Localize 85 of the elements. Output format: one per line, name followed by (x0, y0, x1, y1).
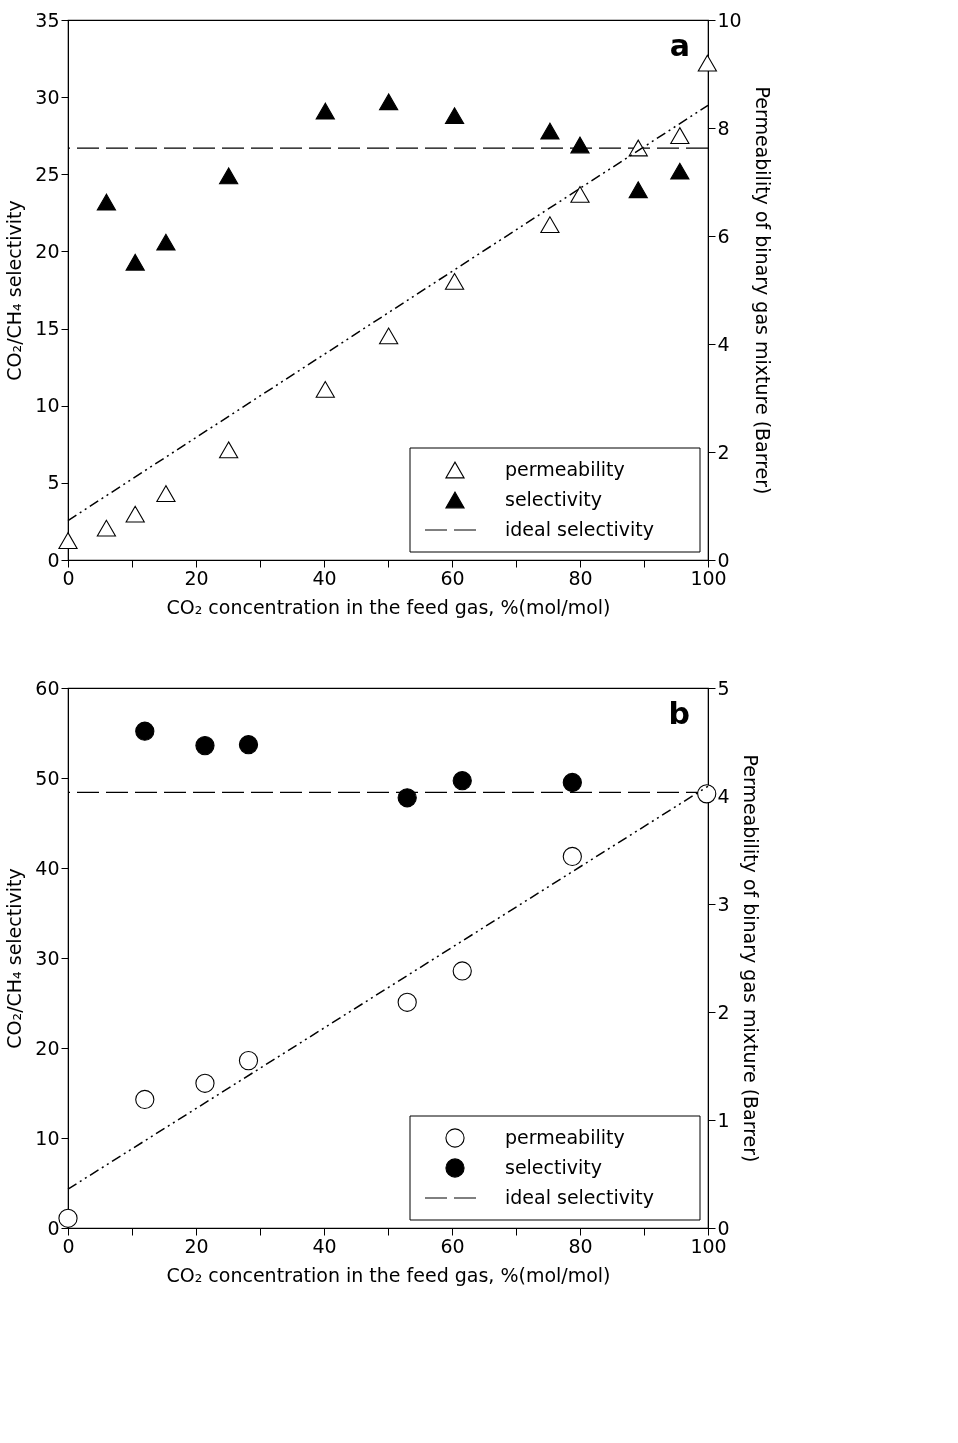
y-tick-label: 0 (47, 1216, 60, 1239)
point (697, 784, 717, 804)
y-tick-label: 20 (35, 1036, 60, 1059)
legend-label: selectivity (505, 488, 602, 510)
x-axis-title: CO₂ concentration in the feed gas, %(mol/mol) (166, 1263, 611, 1286)
point (125, 253, 145, 271)
annotation: b (668, 696, 690, 731)
point (315, 380, 335, 398)
point (628, 181, 648, 199)
x-tick-label: 20 (184, 1234, 209, 1257)
point (397, 788, 417, 808)
point (135, 1089, 155, 1110)
point (125, 505, 145, 523)
y-tick-label: 60 (35, 676, 60, 699)
point (195, 735, 215, 756)
y2-axis-title: Permeability of binary gas mixture (Barrer) (739, 754, 762, 1163)
point (540, 122, 560, 140)
y2-tick-label: 5 (717, 676, 730, 699)
y-tick-label: 40 (35, 856, 60, 879)
y-tick-label: 10 (35, 1126, 60, 1149)
y2-axis-title: Permeability of binary gas mixture (Barrer) (751, 86, 774, 495)
point (219, 167, 239, 185)
y-tick-label: 35 (35, 8, 60, 31)
x-tick-label: 80 (568, 1234, 593, 1257)
point (452, 771, 472, 791)
y-tick-label: 50 (35, 766, 60, 789)
point (96, 519, 117, 537)
point (238, 1050, 259, 1071)
y-axis-title: CO₂/CH₄ selectivity (3, 200, 26, 381)
point (379, 327, 399, 345)
y2-tick-label: 2 (717, 1000, 730, 1023)
y2-tick-label: 3 (717, 892, 730, 915)
y-tick-label: 10 (35, 394, 60, 417)
point (135, 721, 155, 741)
point (58, 532, 78, 549)
point (697, 54, 717, 72)
point (444, 107, 465, 125)
point (195, 1073, 215, 1093)
legend-label: ideal selectivity (505, 518, 654, 540)
y-axis-title: CO₂/CH₄ selectivity (3, 868, 26, 1049)
legend-label: permeability (505, 458, 625, 480)
point (452, 961, 472, 981)
y-tick-label: 30 (35, 946, 60, 969)
x-tick-label: 80 (568, 566, 593, 589)
y2-tick-label: 8 (717, 116, 730, 139)
x-tick-label: 0 (62, 566, 75, 589)
point (444, 272, 465, 290)
point (379, 93, 399, 111)
point (670, 127, 690, 144)
annotation: a (669, 28, 690, 63)
point (58, 1208, 78, 1228)
x-tick-label: 0 (62, 1234, 75, 1257)
point (397, 992, 417, 1012)
point (562, 846, 582, 867)
point (315, 102, 335, 120)
y-tick-label: 25 (35, 162, 60, 185)
x-tick-label: 40 (312, 566, 337, 589)
legend-label: ideal selectivity (505, 1186, 654, 1208)
y-tick-label: 15 (35, 317, 60, 340)
x-axis-title: CO₂ concentration in the feed gas, %(mol/mol) (166, 595, 611, 618)
point (156, 233, 176, 251)
x-tick-label: 60 (440, 1234, 465, 1257)
y-tick-label: 20 (35, 239, 60, 262)
point (540, 216, 560, 234)
point (238, 735, 259, 755)
point (96, 193, 117, 211)
y2-tick-label: 2 (717, 440, 730, 463)
point (670, 162, 690, 180)
y2-tick-label: 4 (717, 784, 730, 807)
x-tick-label: 60 (440, 566, 465, 589)
y-tick-label: 30 (35, 85, 60, 108)
y-tick-label: 0 (47, 548, 60, 571)
y2-tick-label: 10 (717, 8, 742, 31)
y2-tick-label: 4 (717, 332, 730, 355)
y-tick-label: 5 (47, 471, 60, 494)
legend-label: permeability (505, 1126, 625, 1148)
x-tick-label: 40 (312, 1234, 337, 1257)
x-tick-label: 20 (184, 566, 209, 589)
y2-tick-label: 1 (717, 1108, 730, 1131)
point (156, 485, 176, 502)
point (562, 772, 582, 793)
y2-tick-label: 6 (717, 224, 730, 247)
point (570, 186, 590, 203)
point (219, 441, 239, 459)
legend-label: selectivity (505, 1156, 602, 1178)
